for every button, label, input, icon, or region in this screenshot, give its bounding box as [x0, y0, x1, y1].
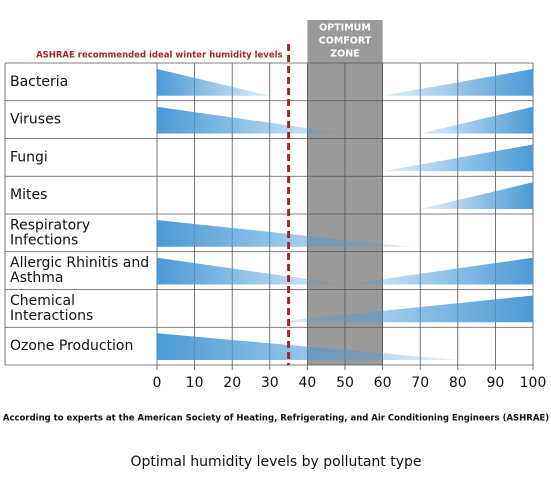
tick-label: 60: [374, 375, 392, 391]
reference-label: ASHRAE recommended ideal winter humidity…: [36, 51, 283, 61]
decreasing-wedge: [157, 333, 458, 360]
row-label: Fungi: [10, 149, 48, 165]
comfort-zone-label: ZONE: [330, 49, 359, 60]
row-label: Bacteria: [10, 74, 68, 90]
increasing-wedge: [382, 144, 533, 172]
row-label: Mites: [10, 187, 47, 203]
row-label: Viruses: [10, 112, 61, 128]
comfort-zone-label: OPTIMUM: [319, 23, 371, 34]
chart-title: Optimal humidity levels by pollutant typ…: [130, 454, 421, 470]
tick-label: 100: [520, 375, 547, 391]
increasing-wedge: [420, 106, 533, 134]
increasing-wedge: [382, 69, 533, 96]
tick-label: 50: [336, 375, 354, 391]
row-label: Allergic Rhinitis and: [10, 255, 149, 271]
tick-label: 80: [449, 375, 467, 391]
increasing-wedge: [345, 257, 533, 285]
row-label: Infections: [10, 232, 78, 248]
tick-label: 10: [186, 375, 204, 391]
decreasing-wedge: [157, 257, 345, 285]
increasing-wedge: [420, 182, 533, 209]
row-label: Respiratory: [10, 217, 90, 233]
tick-label: 0: [153, 375, 162, 391]
row-label: Asthma: [10, 270, 63, 286]
tick-label: 70: [411, 375, 429, 391]
tick-label: 90: [486, 375, 504, 391]
row-label: Chemical: [10, 293, 75, 309]
decreasing-wedge: [157, 69, 270, 96]
tick-label: 20: [223, 375, 241, 391]
row-label: Interactions: [10, 308, 93, 324]
decreasing-wedge: [157, 106, 345, 134]
increasing-wedge: [269, 295, 533, 323]
tick-label: 40: [298, 375, 316, 391]
decreasing-wedge: [157, 220, 409, 247]
tick-label: 30: [261, 375, 279, 391]
row-label: Ozone Production: [10, 338, 133, 354]
comfort-zone-label: COMFORT: [319, 36, 372, 47]
source-note: According to experts at the American Soc…: [3, 414, 549, 424]
